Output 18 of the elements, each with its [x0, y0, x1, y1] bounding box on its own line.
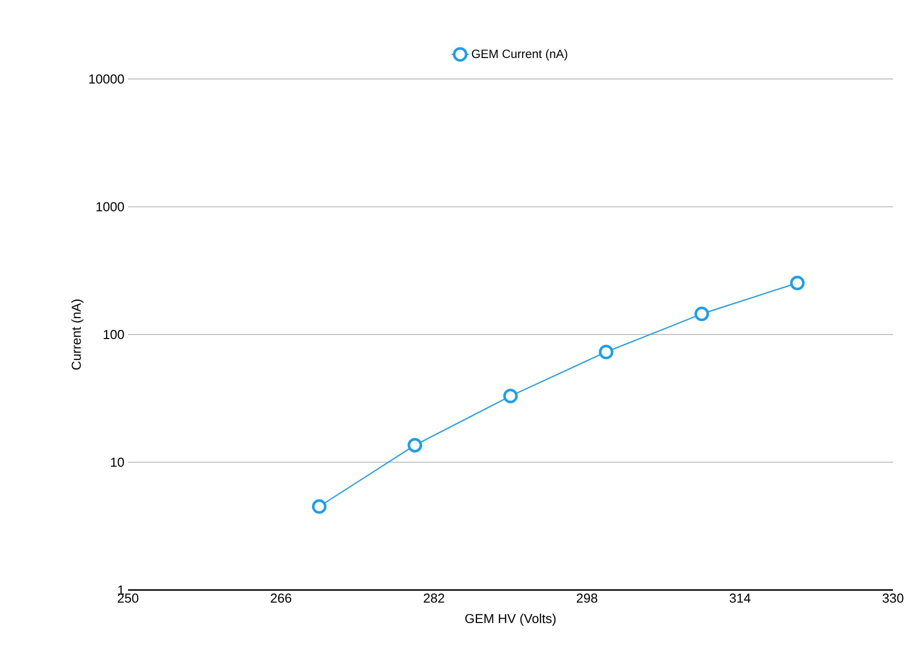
point — [790, 276, 805, 290]
x-tick-label: 298 — [576, 594, 598, 603]
point — [694, 306, 709, 322]
point — [312, 499, 326, 514]
y-tick-label: 10 — [110, 458, 124, 467]
point — [408, 438, 422, 452]
x-tick-label: 314 — [730, 594, 750, 603]
x-axis-title: GEM HV (Volts) — [465, 614, 556, 626]
x-tick-label: 330 — [882, 594, 904, 603]
y-tick-label: 10000 — [89, 74, 124, 84]
point — [598, 344, 614, 360]
point — [503, 388, 518, 404]
y-axis-title: Current (nA) — [71, 300, 84, 370]
x-tick-label: 282 — [424, 594, 444, 603]
y-tick-label: 1000 — [96, 202, 124, 212]
x-tick-label: 266 — [270, 594, 292, 603]
legend-label: GEM Current (nA) — [472, 49, 568, 60]
y-tick-label: 100 — [104, 330, 124, 340]
